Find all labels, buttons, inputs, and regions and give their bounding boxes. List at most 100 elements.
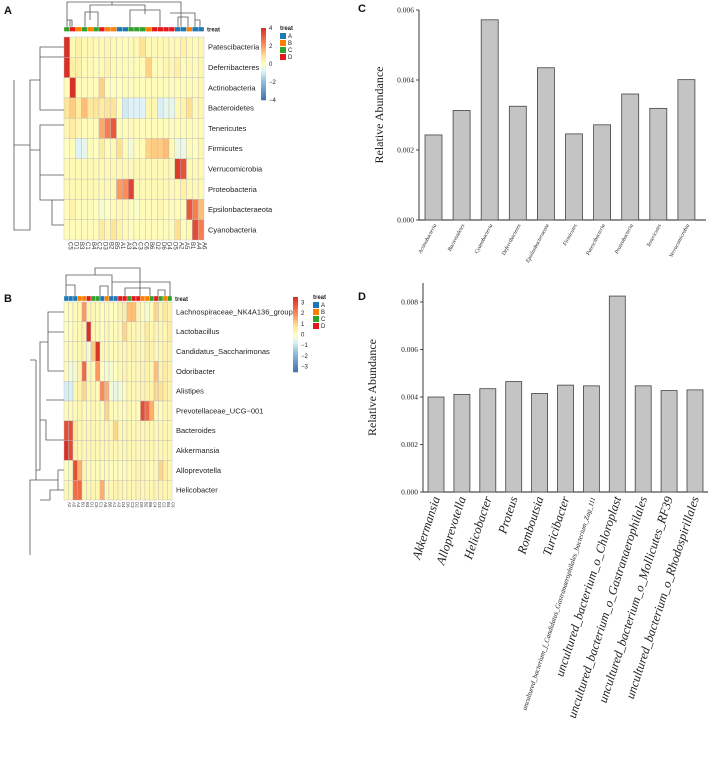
- column-label: A4: [76, 502, 81, 508]
- heatmap-cell: [75, 77, 82, 99]
- heatmap-cell: [145, 77, 152, 99]
- treat-annotation-cell: [63, 26, 70, 32]
- heatmap-cell: [63, 219, 71, 241]
- heatmap-cell: [117, 321, 123, 342]
- color-scale-segment: [293, 325, 298, 328]
- heatmap-cell: [116, 97, 123, 119]
- heatmap-cell: [113, 400, 119, 421]
- heatmap-cell: [98, 178, 106, 200]
- color-scale-tick: −4: [269, 98, 277, 104]
- heatmap-cell: [174, 97, 181, 119]
- heatmap-cell: [149, 321, 155, 342]
- x-category-label: Verrucomicrobia: [668, 223, 691, 259]
- heatmap-cell: [162, 158, 170, 180]
- row-label: Candidatus_Saccharimonas: [176, 347, 270, 356]
- color-scale-segment: [261, 29, 266, 32]
- heatmap-cell: [86, 321, 92, 342]
- treat-legend-label: C: [321, 317, 326, 323]
- heatmap-cell: [87, 97, 94, 119]
- heatmap-cell: [117, 381, 123, 402]
- heatmap-cell: [122, 158, 129, 180]
- color-scale-segment: [293, 347, 298, 350]
- heatmap-cell: [180, 57, 187, 78]
- heatmap-cell: [151, 97, 158, 119]
- heatmap-cell: [98, 57, 106, 78]
- heatmap-cell: [162, 460, 168, 481]
- heatmap-b-column-dendrogram: [65, 267, 171, 296]
- x-category-label: Proteobacteria: [614, 223, 635, 256]
- heatmap-cell: [87, 77, 94, 99]
- heatmap-cell: [69, 77, 76, 99]
- column-label: B1: [80, 502, 85, 508]
- heatmap-cell: [99, 420, 105, 441]
- heatmap-cell: [69, 36, 76, 58]
- treat-annotation-cell: [69, 26, 76, 32]
- bar: [593, 124, 611, 221]
- heatmap-cell: [135, 321, 141, 342]
- bar: [686, 389, 704, 493]
- heatmap-cell: [144, 480, 150, 501]
- heatmap-cell: [63, 199, 71, 220]
- heatmap-cell: [72, 460, 78, 481]
- heatmap-cell: [68, 480, 74, 501]
- color-scale-segment: [261, 76, 266, 79]
- heatmap-cell: [180, 178, 187, 200]
- heatmap-cell: [75, 219, 82, 241]
- heatmap-cell: [126, 381, 132, 402]
- heatmap-cell: [135, 361, 141, 382]
- y-axis-title: Relative Abundance: [372, 67, 386, 164]
- heatmap-cell: [168, 77, 176, 99]
- heatmap-cell: [162, 138, 170, 159]
- color-scale-segment: [293, 345, 298, 348]
- heatmap-cell: [81, 158, 88, 180]
- heatmap-cell: [167, 400, 173, 421]
- heatmap-cell: [98, 77, 106, 99]
- color-scale-segment: [293, 317, 298, 320]
- heatmap-cell: [63, 158, 71, 180]
- heatmap-cell: [168, 117, 176, 139]
- treat-annotation-cell: [149, 295, 155, 302]
- color-scale-tick: 4: [269, 26, 273, 32]
- heatmap-cell: [151, 178, 158, 200]
- heatmap-cell: [149, 480, 155, 501]
- heatmap-cell: [69, 117, 76, 139]
- color-scale-segment: [293, 357, 298, 360]
- row-label: Actinobacteria: [208, 83, 256, 92]
- heatmap-cell: [81, 480, 87, 501]
- row-label: Epsilonbacteraeota: [208, 205, 273, 214]
- heatmap-cell: [192, 178, 199, 200]
- row-label: Bacteroidetes: [208, 104, 254, 113]
- heatmap-cell: [145, 219, 152, 241]
- heatmap-cell: [149, 420, 155, 441]
- heatmap-cell: [168, 97, 176, 119]
- treat-annotation-cell: [75, 26, 82, 32]
- heatmap-cell: [81, 341, 87, 362]
- color-scale-tick: 1: [301, 322, 305, 328]
- color-scale-segment: [293, 323, 298, 326]
- row-label: Lactobacillus: [176, 327, 220, 336]
- heatmap-cell: [144, 301, 150, 322]
- heatmap-cell: [90, 400, 96, 421]
- heatmap-cell: [151, 158, 158, 180]
- heatmap-cell: [149, 460, 155, 481]
- heatmap-cell: [139, 36, 146, 58]
- treat-annotation-cell: [122, 295, 128, 302]
- heatmap-cell: [145, 57, 152, 78]
- heatmap-cell: [135, 460, 141, 481]
- treat-annotation-cell: [198, 26, 205, 32]
- treat-annotation-cell: [135, 295, 141, 302]
- heatmap-b: treat Lachnospiraceae_NK4A136_group Lactob…: [63, 295, 326, 508]
- heatmap-cell: [95, 321, 101, 342]
- heatmap-cell: [153, 341, 159, 362]
- color-scale-segment: [261, 96, 266, 99]
- heatmap-cell: [77, 440, 83, 461]
- color-scale-tick: 3: [301, 300, 305, 306]
- y-tick-label: 0.006: [397, 6, 414, 15]
- treat-annotation-cell: [145, 26, 152, 32]
- heatmap-cell: [157, 97, 164, 119]
- color-scale-segment: [293, 343, 298, 347]
- heatmap-cell: [104, 381, 110, 402]
- heatmap-cell: [110, 178, 117, 200]
- column-label: A6: [103, 502, 108, 508]
- heatmap-cell: [157, 178, 164, 200]
